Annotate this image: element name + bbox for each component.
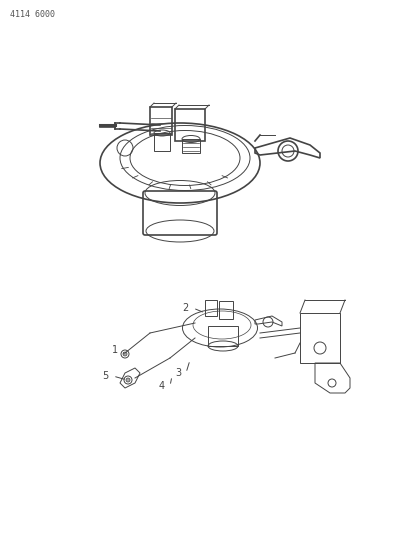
Text: 1: 1 [112, 345, 118, 355]
Text: 4: 4 [159, 381, 165, 391]
Bar [208, 326, 238, 346]
Text: 3: 3 [175, 368, 181, 378]
Circle shape [126, 378, 130, 382]
Bar [154, 133, 170, 151]
Bar [175, 109, 205, 141]
Text: 5: 5 [102, 371, 108, 381]
Bar [150, 107, 172, 135]
Circle shape [123, 352, 127, 356]
Text: 2: 2 [182, 303, 188, 313]
Bar [219, 301, 233, 319]
Bar [205, 300, 217, 316]
Bar [182, 139, 200, 153]
Bar [300, 313, 340, 363]
Text: 4114 6000: 4114 6000 [10, 10, 55, 19]
